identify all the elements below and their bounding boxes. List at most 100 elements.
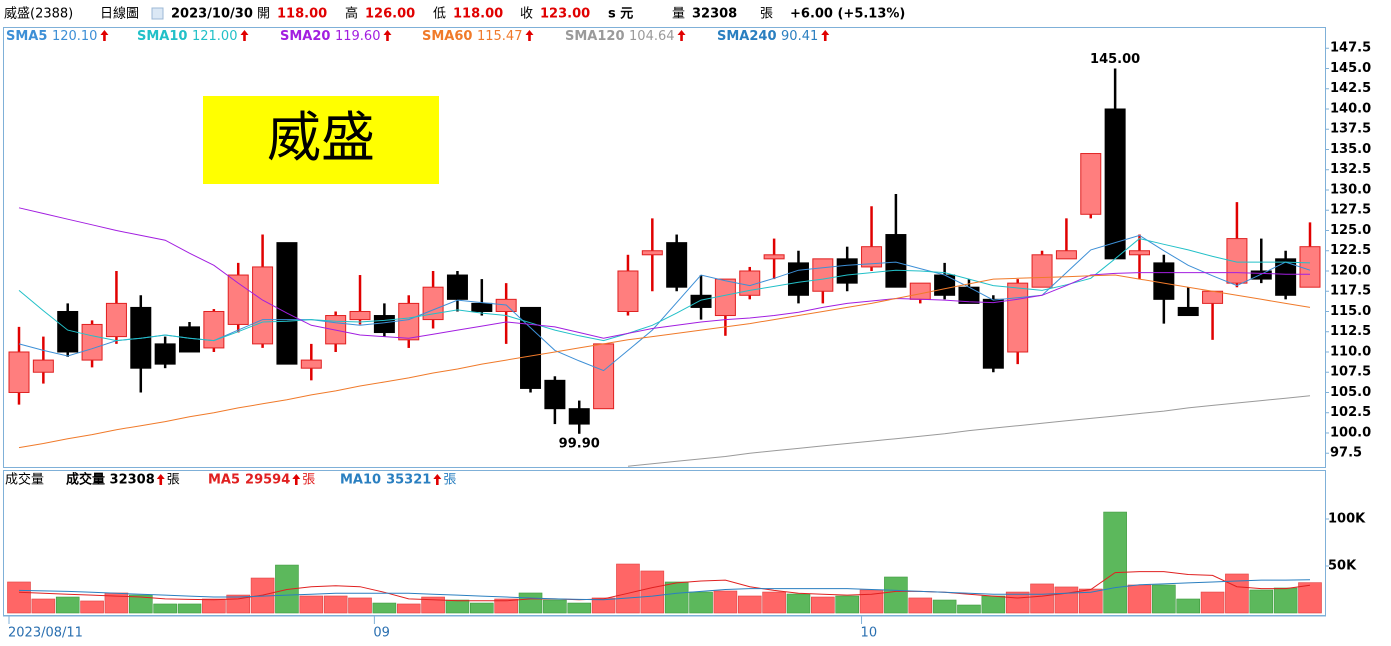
candle-body xyxy=(300,359,322,369)
y-tick-label: 122.5 xyxy=(1330,243,1371,258)
volume-bar xyxy=(1103,511,1127,614)
sma-line xyxy=(627,395,1311,467)
y-tick-label: 120.0 xyxy=(1330,263,1371,278)
y-tick-label: 50K xyxy=(1328,559,1357,574)
volume-bar xyxy=(518,592,543,614)
candle-body xyxy=(861,246,883,268)
legend-entry: SMA60 115.47 xyxy=(422,29,522,44)
view-dropdown[interactable] xyxy=(151,7,164,20)
candle-body xyxy=(1226,238,1248,284)
max-annotation: 145.00 xyxy=(1090,52,1140,67)
volume-bar xyxy=(177,603,202,614)
volume-label: 量 xyxy=(672,7,685,22)
candle-body xyxy=(1153,262,1175,300)
y-tick-label: 100.0 xyxy=(1330,425,1371,440)
volume-bar xyxy=(1200,591,1225,614)
volume-bar xyxy=(153,603,177,614)
open-label: 開 xyxy=(257,7,270,22)
legend-unit: 張 xyxy=(302,473,315,488)
legend-unit: 張 xyxy=(443,473,456,488)
legend-entry: SMA5 120.10 xyxy=(6,29,97,44)
legend-value: 104.64 xyxy=(629,29,675,44)
y-tick-label: 105.0 xyxy=(1330,385,1371,400)
candle-body xyxy=(81,323,103,361)
candle-body xyxy=(398,302,420,341)
up-arrow-icon xyxy=(821,30,830,41)
volume-bar xyxy=(1273,587,1298,614)
legend-entry: SMA10 121.00 xyxy=(137,29,237,44)
volume-bar xyxy=(932,599,957,614)
candle-body xyxy=(32,359,54,373)
change: +6.00 (+5.13%) xyxy=(790,7,905,22)
candle-body xyxy=(982,298,1004,369)
candle-body xyxy=(203,310,225,349)
volume-bar xyxy=(713,590,738,614)
up-arrow-icon xyxy=(292,474,301,485)
candle-body xyxy=(714,278,736,317)
candle-body xyxy=(8,351,30,393)
volume-bar xyxy=(80,600,104,614)
volume-bar xyxy=(591,597,616,614)
candle-body xyxy=(763,254,785,260)
legend-value: 121.00 xyxy=(192,29,238,44)
legend-name: SMA240 xyxy=(717,29,777,44)
y-tick-label: 130.0 xyxy=(1330,182,1371,197)
candle-body xyxy=(1007,282,1029,353)
volume-value: 32308 xyxy=(692,7,737,22)
volume-bar xyxy=(1054,586,1079,614)
candle-body xyxy=(787,262,809,296)
stock-name: 威盛(2388) xyxy=(4,7,73,22)
sma-line xyxy=(18,207,1310,339)
price-panel xyxy=(3,27,1326,468)
volume-bar xyxy=(1249,589,1274,614)
volume-bar xyxy=(762,591,786,614)
legend-value: 90.41 xyxy=(781,29,818,44)
candle-body xyxy=(1275,258,1297,296)
volume-bar xyxy=(55,596,80,614)
legend-name: SMA120 xyxy=(565,29,625,44)
sma-line xyxy=(18,234,1311,372)
candle-body xyxy=(105,302,127,338)
legend-value: 35321 xyxy=(386,473,431,488)
volume-bar xyxy=(494,598,518,614)
candle-body xyxy=(885,234,907,288)
legend-value: 115.47 xyxy=(477,29,523,44)
open-value: 118.00 xyxy=(277,7,327,22)
volume-ma-line xyxy=(18,571,1311,602)
candle-body xyxy=(1055,250,1077,260)
legend-value: 120.10 xyxy=(52,29,98,44)
legend-name: SMA5 xyxy=(6,29,47,44)
y-tick-label: 100K xyxy=(1328,512,1366,527)
volume-bar xyxy=(786,593,811,614)
candle-body xyxy=(1299,246,1321,288)
candle-body xyxy=(154,343,176,365)
y-tick-label: 140.0 xyxy=(1330,101,1371,116)
candle-body xyxy=(276,242,298,365)
volume-bar xyxy=(908,597,933,614)
candle-body xyxy=(227,274,249,325)
up-arrow-icon xyxy=(156,474,165,485)
volume-bar xyxy=(835,595,859,614)
candle-body xyxy=(520,306,542,389)
candle-body xyxy=(568,408,590,425)
y-tick-label: 137.5 xyxy=(1330,122,1371,137)
volume-bar xyxy=(737,595,762,614)
candle-body xyxy=(909,282,931,300)
candle-body xyxy=(57,310,79,353)
title-box xyxy=(203,96,439,184)
candle-body xyxy=(1080,153,1102,215)
volume-bar xyxy=(811,596,835,614)
volume-bar xyxy=(1152,584,1176,614)
candle-body xyxy=(471,302,493,312)
volume-title: 成交量 xyxy=(5,472,44,488)
legend-name: MA5 xyxy=(208,473,240,488)
volume-bar xyxy=(470,602,494,614)
volume-bar xyxy=(1225,573,1249,614)
volume-bar xyxy=(31,598,56,614)
y-tick-label: 112.5 xyxy=(1330,324,1371,339)
volume-bar xyxy=(689,591,713,614)
volume-bar xyxy=(1030,583,1054,614)
legend-entry: SMA240 90.41 xyxy=(717,29,818,44)
volume-bar xyxy=(1005,591,1030,614)
low-label: 低 xyxy=(433,7,446,22)
